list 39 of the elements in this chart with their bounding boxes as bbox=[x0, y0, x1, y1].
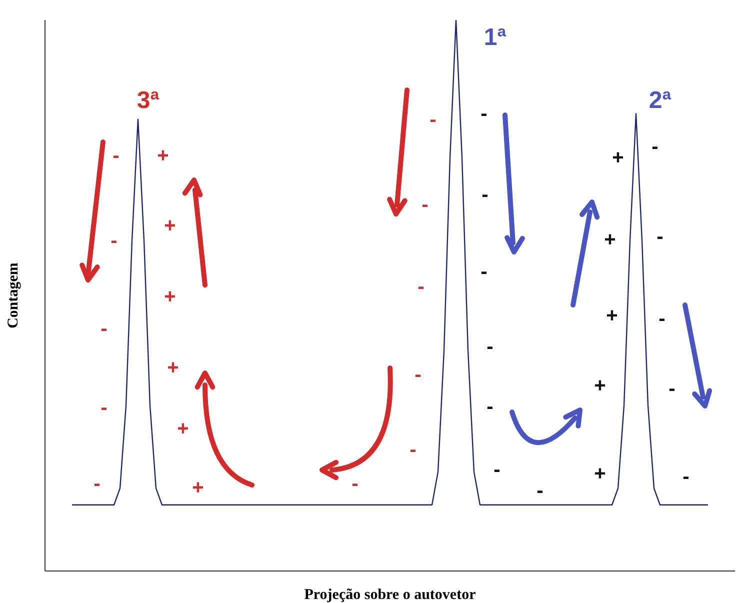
annotation: - bbox=[100, 318, 108, 340]
annotation: - bbox=[414, 364, 422, 386]
annotation: + bbox=[157, 145, 169, 167]
annotation: - bbox=[536, 480, 544, 502]
annotation: - bbox=[352, 473, 358, 495]
annotation: 1ª bbox=[484, 24, 506, 51]
annotation: - bbox=[656, 226, 664, 248]
annotation: + bbox=[164, 286, 176, 308]
annotation: - bbox=[658, 308, 666, 330]
y-axis-title: Contagem bbox=[5, 262, 22, 328]
annotation: - bbox=[422, 194, 428, 216]
annotation: - bbox=[494, 459, 500, 481]
annotation: + bbox=[594, 375, 606, 397]
annotation: - bbox=[486, 396, 494, 418]
annotation: - bbox=[100, 397, 108, 419]
annotation: + bbox=[164, 215, 176, 237]
annotation: - bbox=[110, 230, 118, 252]
annotation: + bbox=[192, 477, 204, 499]
annotation: + bbox=[612, 147, 624, 169]
annotation: - bbox=[430, 109, 436, 131]
annotation: + bbox=[604, 229, 616, 251]
annotation: - bbox=[486, 336, 494, 358]
annotation: - bbox=[652, 136, 658, 158]
annotation: - bbox=[682, 466, 690, 488]
annotation: - bbox=[94, 473, 100, 495]
annotation: + bbox=[167, 357, 179, 379]
annotation: 2ª bbox=[648, 87, 672, 114]
annotation: - bbox=[418, 276, 424, 298]
annotation: + bbox=[594, 463, 606, 485]
annotation: - bbox=[410, 439, 416, 461]
annotation: - bbox=[482, 184, 488, 206]
annotation: - bbox=[480, 261, 488, 283]
annotation: 3ª bbox=[136, 87, 160, 114]
annotation: + bbox=[177, 418, 189, 440]
annotation: + bbox=[606, 305, 618, 327]
annotation: - bbox=[668, 378, 676, 400]
annotation: - bbox=[112, 145, 120, 167]
x-axis-title: Projeção sobre o autovetor bbox=[304, 587, 476, 603]
annotation: - bbox=[480, 103, 488, 125]
